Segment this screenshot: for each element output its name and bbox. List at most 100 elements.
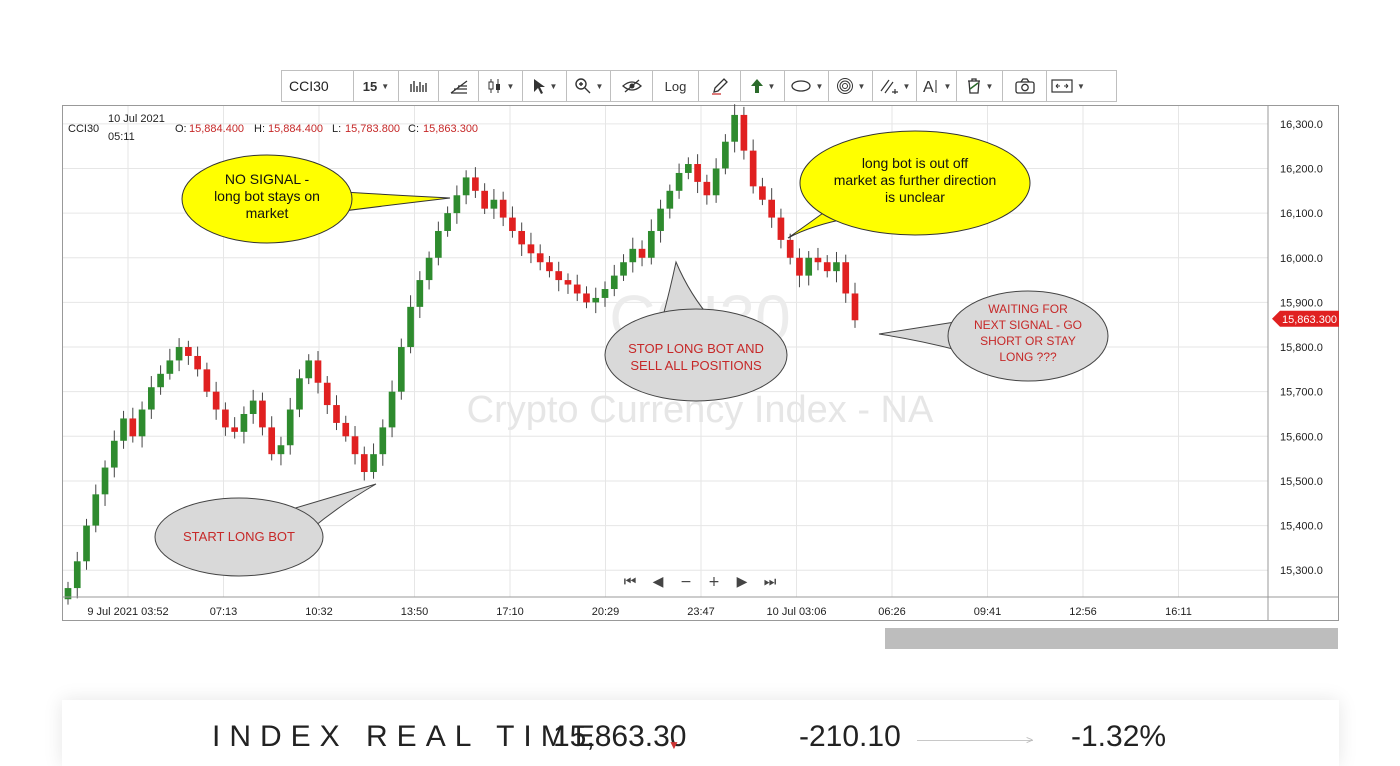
y-tick-label: 15,300.0 [1280, 565, 1323, 577]
legend-c-label: C: [408, 123, 419, 135]
y-tick-label: 16,000.0 [1280, 253, 1323, 265]
candle-down [823, 262, 831, 272]
lines-button[interactable]: ▼ [873, 71, 917, 101]
visibility-button[interactable] [611, 71, 653, 101]
callout-line: SELL ALL POSITIONS [630, 358, 762, 373]
y-axis: 16,300.0 16,200.0 16,100.0 16,000.0 15,900.0… [63, 105, 1338, 620]
candle-down [472, 177, 479, 191]
candle-up [425, 257, 433, 281]
callout-line: WAITING FOR [988, 302, 1068, 316]
chevron-down-icon: ▼ [381, 81, 390, 91]
zoom-button[interactable]: ▼ [567, 71, 611, 101]
candle-up [73, 561, 81, 589]
ellipse-icon [790, 80, 811, 92]
text-icon: A [923, 79, 937, 95]
candle-down [185, 347, 192, 356]
y-tick-label: 15,700.0 [1280, 387, 1323, 399]
text-button[interactable]: A ▼ [917, 71, 957, 101]
zoom-out-icon[interactable]: − [680, 574, 692, 590]
candle-up [647, 230, 655, 258]
indicators-button[interactable] [399, 71, 439, 101]
callout-stop-long-bot: STOP LONG BOT AND SELL ALL POSITIONS [604, 260, 788, 402]
chevron-down-icon: ▼ [1077, 81, 1085, 91]
pencil-button[interactable] [699, 71, 741, 101]
candle-up [462, 177, 470, 196]
fit-icon [1051, 79, 1073, 93]
x-tick-label: 07:13 [210, 606, 238, 618]
candle-down [564, 280, 572, 285]
zoom-icon [574, 78, 591, 94]
nav-next-icon[interactable]: ▶ [737, 574, 748, 590]
candle-down [777, 217, 785, 240]
price-tag: 15,863.300 [1272, 310, 1339, 327]
candle-down [740, 114, 748, 151]
y-tick-label: 16,300.0 [1280, 119, 1323, 131]
candle-down [194, 355, 201, 370]
candle-down [546, 262, 553, 272]
candle-type-icon [488, 79, 500, 93]
nav-first-icon[interactable]: ⏮ [624, 574, 637, 590]
chart-toolbar: CCI30 15 ▼ ▼ ▼ ▼ Log ▼ ▼ ▼ ▼ A ▼ ▼ [281, 70, 1117, 102]
y-tick-label: 15,400.0 [1280, 521, 1323, 533]
candle-up [601, 289, 609, 298]
candle-up [138, 409, 146, 437]
log-toggle[interactable]: Log [653, 71, 699, 101]
zoom-in-icon[interactable]: + [708, 574, 720, 590]
callout-line: market [246, 205, 289, 221]
chevron-down-icon: ▼ [595, 81, 604, 91]
fib-tools-button[interactable] [439, 71, 479, 101]
index-change-pct: -1.32% [1071, 720, 1167, 753]
fib-tools-icon [450, 80, 467, 94]
candle-down [814, 257, 822, 263]
y-tick-label: 15,800.0 [1280, 342, 1323, 354]
x-tick-label: 9 Jul 2021 03:52 [87, 606, 168, 618]
trash-button[interactable]: ▼ [957, 71, 1003, 101]
candle-up [685, 164, 692, 173]
candle-up [286, 409, 294, 446]
callout-line: NO SIGNAL - [225, 171, 310, 187]
target-icon [836, 78, 853, 94]
arrow-up-button[interactable]: ▼ [741, 71, 785, 101]
callout-line: SHORT OR STAY [980, 334, 1076, 348]
candle-up [101, 467, 109, 495]
candle-up [397, 347, 405, 392]
interval-select[interactable]: 15 ▼ [354, 71, 399, 101]
candle-down [638, 248, 646, 258]
arrow-up-icon [750, 79, 763, 93]
callout-line: LONG ??? [999, 350, 1057, 364]
callout-line: NEXT SIGNAL - GO [974, 318, 1082, 332]
nav-last-icon[interactable]: ⏭ [764, 574, 777, 590]
fit-button[interactable]: ▼ [1047, 71, 1089, 101]
ellipse-button[interactable]: ▼ [785, 71, 829, 101]
callout-waiting-signal: WAITING FOR NEXT SIGNAL - GO SHORT OR STAY… [878, 290, 1109, 382]
y-tick-label: 15,600.0 [1280, 431, 1323, 443]
y-tick-label: 16,200.0 [1280, 163, 1323, 175]
visibility-icon [621, 79, 642, 93]
candle-type-button[interactable]: ▼ [479, 71, 523, 101]
candle-down [342, 422, 350, 437]
candle-down [360, 454, 368, 473]
cursor-button[interactable]: ▼ [523, 71, 567, 101]
index-title: INDEX REAL TIME [212, 720, 604, 753]
candle-down [499, 199, 507, 218]
callout-start-long-bot: START LONG BOT [154, 483, 377, 577]
callout-line: market as further direction [834, 172, 997, 188]
candle-up [490, 199, 498, 209]
candle-down [481, 190, 488, 209]
callout-waiting-signal-text: WAITING FOR NEXT SIGNAL - GO SHORT OR STAY… [974, 302, 1082, 364]
x-tick-label: 23:47 [687, 606, 715, 618]
target-button[interactable]: ▼ [829, 71, 873, 101]
chevron-down-icon: ▼ [985, 81, 994, 91]
nav-prev-icon[interactable]: ◀ [653, 574, 664, 590]
legend-low: 15,783.800 [345, 123, 400, 135]
chart-scrollbar[interactable] [885, 628, 1338, 649]
candle-up [166, 360, 174, 374]
arrow-right-icon: > [1026, 733, 1034, 747]
candle-down [759, 186, 766, 200]
candle-down [555, 271, 563, 281]
camera-button[interactable] [1003, 71, 1047, 101]
symbol-input[interactable]: CCI30 [282, 71, 354, 101]
candle-down [851, 293, 859, 321]
candle-up [147, 387, 155, 410]
